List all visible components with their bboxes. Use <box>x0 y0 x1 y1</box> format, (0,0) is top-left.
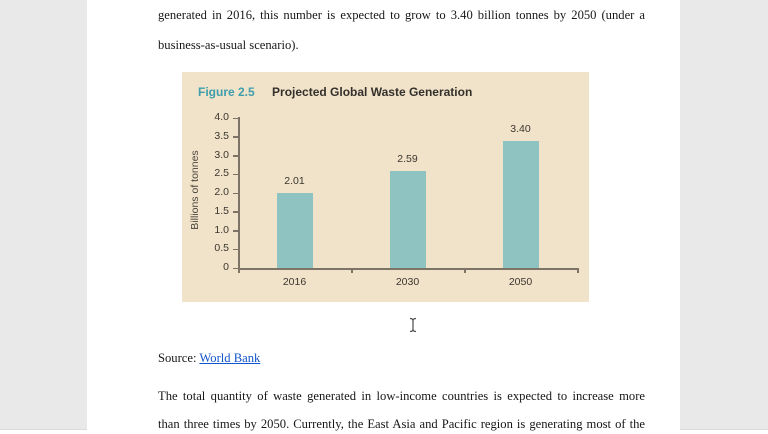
y-tick-mark <box>233 117 238 119</box>
document-page[interactable]: generated in 2016, this number is expect… <box>87 0 680 434</box>
x-category-label: 2050 <box>508 276 533 288</box>
paragraph-bottom-line1: The total quantity of waste generated in… <box>158 389 645 403</box>
y-tick-mark <box>233 173 238 176</box>
figure-header: Figure 2.5 Projected Global Waste Genera… <box>198 85 472 99</box>
bar-2050 <box>502 140 539 268</box>
y-tick-label: 1.0 <box>214 223 229 236</box>
bar-2016 <box>276 192 313 268</box>
x-tick-mark <box>577 268 579 273</box>
x-category-label: 2030 <box>395 276 420 288</box>
y-tick-label: 2.0 <box>214 186 229 198</box>
bar-value-label: 2.01 <box>284 174 305 187</box>
paragraph-top-line1: generated in 2016, this number is expect… <box>158 8 645 22</box>
y-tick-label: 4.0 <box>214 111 229 123</box>
paragraph-bottom-line2: than three times by 2050. Currently, the… <box>158 417 645 431</box>
x-tick-mark <box>238 268 240 273</box>
y-tick-mark <box>233 248 238 251</box>
app-background-right <box>680 0 768 430</box>
bar-value-label: 2.59 <box>397 152 418 165</box>
paragraph-top-line2: business-as-usual scenario). <box>158 38 299 52</box>
text-ibeam-cursor <box>409 317 417 333</box>
x-tick-mark <box>464 268 466 273</box>
y-tick-label: 2.5 <box>214 167 229 180</box>
y-tick-label: 3.5 <box>214 129 229 142</box>
bar-chart: Billions of tonnes 0 0.5 1.0 1.5 2.0 2.5 3.0 3.… <box>182 72 589 302</box>
y-tick-mark <box>233 230 238 232</box>
figure-title: Projected Global Waste Generation <box>272 85 473 99</box>
y-tick-mark <box>233 136 238 138</box>
y-tick-label: 3.0 <box>214 148 229 161</box>
y-tick-mark <box>233 211 238 213</box>
y-tick-mark <box>233 155 238 157</box>
source-label: Source: <box>158 351 200 365</box>
world-bank-link[interactable]: World Bank <box>199 351 261 365</box>
app-background-left <box>0 0 87 430</box>
x-category-label: 2016 <box>282 276 307 288</box>
figure-panel: Figure 2.5 Projected Global Waste Genera… <box>182 72 589 302</box>
x-tick-mark <box>351 268 353 273</box>
bar-value-label: 3.40 <box>510 122 531 135</box>
y-tick-label: 0.5 <box>214 242 229 255</box>
y-tick-mark <box>233 267 238 269</box>
y-tick-label: 1.5 <box>214 204 229 217</box>
bar-2030 <box>389 170 426 268</box>
y-axis-line <box>238 117 240 269</box>
source-line: Source: World Bank <box>158 351 645 366</box>
y-tick-label: 0 <box>223 261 229 273</box>
x-axis-line <box>238 268 578 270</box>
y-tick-mark <box>233 192 238 194</box>
figure-number-label: Figure 2.5 <box>198 85 255 99</box>
